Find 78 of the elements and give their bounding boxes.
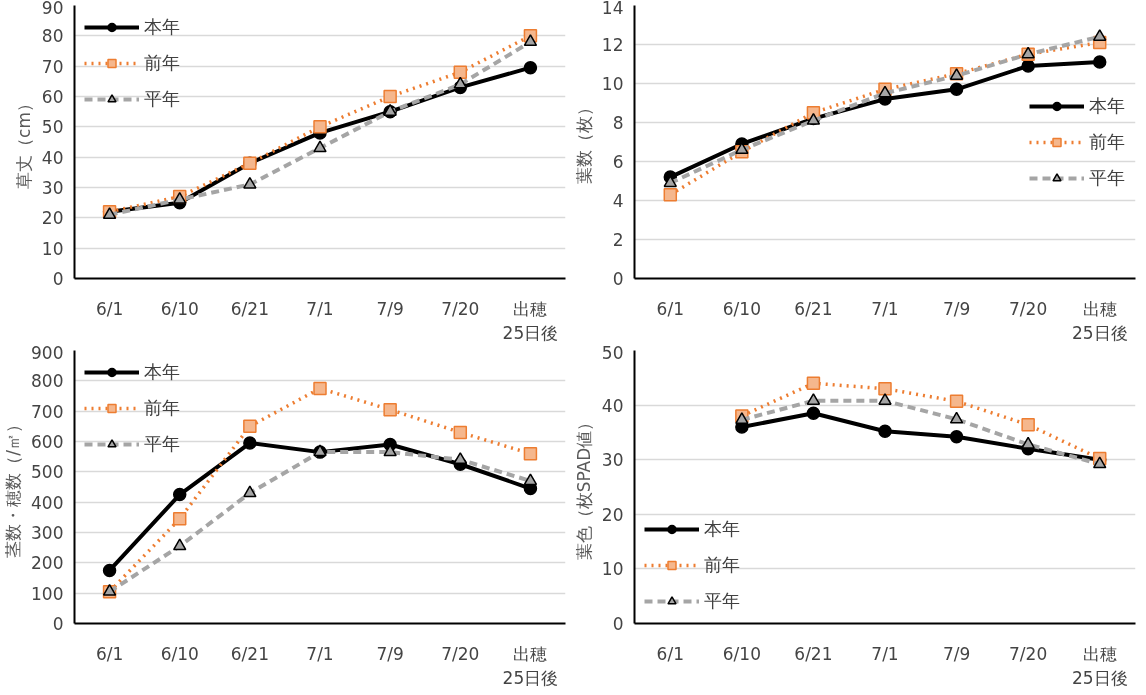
y-tick-label: 10: [601, 74, 624, 94]
x-tick-label: 出穂 25日後: [502, 643, 559, 688]
y-tick-label: 50: [41, 117, 64, 138]
y-axis-title: 茎数・穂数（/㎡）: [3, 416, 24, 558]
x-tick-label: 7/20: [441, 643, 480, 664]
x-tick-label: 出穂 25日後: [1071, 298, 1128, 343]
y-tick-label: 500: [31, 462, 64, 483]
legend-label: 前年: [144, 396, 180, 420]
y-tick-label: 12: [601, 35, 624, 55]
y-tick-label: 2: [612, 230, 624, 250]
x-tick-label: 出穂 25日後: [1071, 643, 1128, 688]
y-axis-title: 葉色（枚SPAD値）: [573, 413, 594, 561]
legend-label: 前年: [704, 553, 740, 577]
y-tick-label: 50: [601, 342, 624, 363]
y-tick-label: 14: [601, 0, 624, 18]
x-tick-label: 7/20: [1009, 298, 1048, 319]
legend-label: 本年: [144, 360, 180, 384]
legend-label: 本年: [704, 517, 740, 541]
legend-label: 平年: [144, 432, 180, 456]
y-tick-label: 20: [41, 208, 64, 229]
x-tick-label: 6/10: [160, 298, 199, 319]
x-tick-label: 7/9: [376, 298, 404, 319]
y-axis-title: 葉数（枚）: [573, 99, 594, 185]
legend-label: 本年: [144, 15, 180, 39]
x-tick-label: 6/10: [722, 643, 761, 664]
x-tick-label: 6/21: [230, 643, 269, 664]
y-tick-label: 400: [31, 492, 64, 513]
legend-label: 前年: [1089, 129, 1125, 154]
y-tick-label: 700: [31, 401, 64, 422]
x-tick-label: 6/1: [95, 643, 124, 664]
y-tick-label: 6: [612, 152, 624, 172]
x-tick-label: 7/9: [942, 298, 971, 319]
x-tick-label: 6/1: [95, 298, 124, 319]
y-tick-label: 70: [41, 56, 64, 77]
y-tick-label: 80: [41, 26, 64, 47]
y-tick-label: 100: [31, 583, 64, 604]
x-tick-label: 7/20: [1009, 643, 1048, 664]
x-tick-label: 6/21: [230, 298, 269, 319]
legend-label: 本年: [1089, 93, 1125, 118]
y-tick-label: 40: [41, 147, 64, 168]
y-tick-label: 200: [31, 553, 64, 574]
x-tick-label: 7/20: [441, 298, 480, 319]
y-tick-label: 0: [52, 269, 64, 289]
y-axis-title: 草丈（cm）: [13, 95, 34, 189]
legend-label: 前年: [144, 51, 180, 75]
x-tick-label: 出穂 25日後: [502, 298, 559, 343]
legend-label: 平年: [704, 589, 740, 613]
x-tick-label: 7/1: [871, 298, 899, 319]
y-tick-label: 30: [601, 450, 624, 471]
legend-label: 平年: [1089, 165, 1125, 190]
x-tick-label: 6/1: [656, 298, 684, 319]
legend-label: 平年: [144, 87, 180, 111]
x-tick-label: 6/10: [722, 298, 761, 319]
y-tick-label: 40: [601, 395, 624, 416]
y-tick-label: 20: [601, 504, 624, 525]
y-tick-label: 10: [41, 238, 64, 259]
y-tick-label: 900: [31, 342, 64, 363]
x-tick-label: 6/21: [794, 298, 833, 319]
x-tick-label: 6/1: [656, 643, 684, 664]
x-tick-label: 7/1: [871, 643, 899, 664]
y-tick-label: 0: [612, 269, 624, 289]
x-tick-label: 6/10: [160, 643, 199, 664]
y-tick-label: 600: [31, 432, 64, 452]
y-tick-label: 0: [52, 614, 64, 634]
y-tick-label: 8: [612, 113, 624, 133]
x-tick-label: 7/1: [306, 643, 334, 664]
x-tick-label: 7/9: [942, 643, 971, 664]
y-tick-label: 60: [41, 87, 64, 107]
y-tick-label: 90: [41, 0, 64, 18]
x-tick-label: 7/9: [376, 643, 404, 664]
y-tick-label: 800: [31, 371, 64, 392]
y-tick-label: 4: [612, 191, 624, 211]
x-tick-label: 6/21: [794, 643, 833, 664]
y-tick-label: 0: [612, 614, 624, 634]
x-tick-label: 7/1: [306, 298, 334, 319]
y-tick-label: 10: [601, 559, 624, 580]
y-tick-label: 300: [31, 523, 64, 543]
y-tick-label: 30: [41, 178, 64, 198]
